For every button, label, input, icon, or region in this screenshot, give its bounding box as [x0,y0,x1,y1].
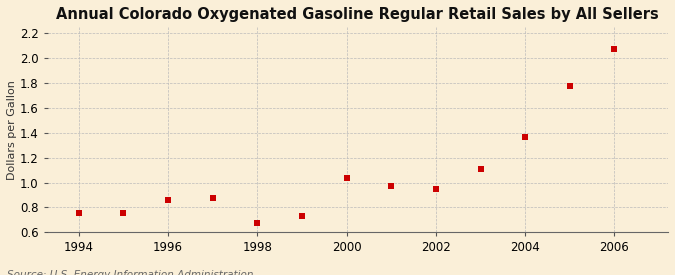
Point [163,198,173,202]
Point [609,47,620,51]
Point [564,84,575,88]
Point [386,184,397,188]
Point [296,214,307,218]
Point [252,221,263,226]
Point [207,196,218,200]
Point [118,211,129,215]
Point [520,134,531,139]
Y-axis label: Dollars per Gallon: Dollars per Gallon [7,80,17,180]
Point [342,175,352,180]
Text: Source: U.S. Energy Information Administration: Source: U.S. Energy Information Administ… [7,271,253,275]
Point [475,167,486,171]
Point [74,211,84,215]
Title: Annual Colorado Oxygenated Gasoline Regular Retail Sales by All Sellers: Annual Colorado Oxygenated Gasoline Regu… [57,7,659,22]
Point [431,186,441,191]
